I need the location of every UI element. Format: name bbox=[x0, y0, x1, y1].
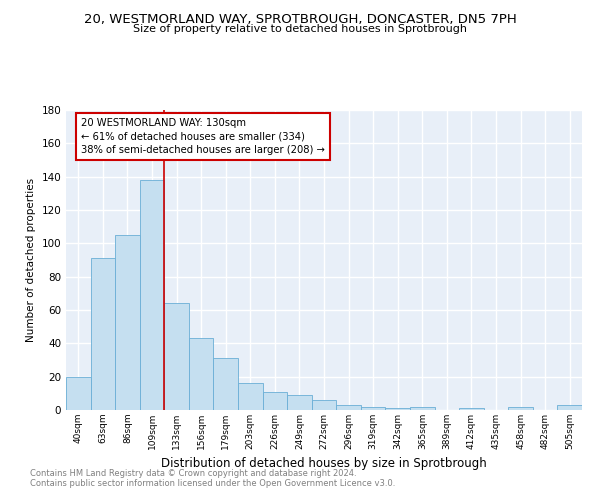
Text: Contains public sector information licensed under the Open Government Licence v3: Contains public sector information licen… bbox=[30, 478, 395, 488]
Bar bbox=[361, 406, 385, 410]
Bar bbox=[410, 406, 434, 410]
Bar bbox=[91, 258, 115, 410]
Text: 20 WESTMORLAND WAY: 130sqm
← 61% of detached houses are smaller (334)
38% of sem: 20 WESTMORLAND WAY: 130sqm ← 61% of deta… bbox=[81, 118, 325, 154]
Bar bbox=[336, 405, 361, 410]
Bar bbox=[140, 180, 164, 410]
Bar bbox=[385, 408, 410, 410]
Bar bbox=[238, 384, 263, 410]
Bar bbox=[189, 338, 214, 410]
Bar bbox=[287, 395, 312, 410]
Y-axis label: Number of detached properties: Number of detached properties bbox=[26, 178, 36, 342]
Bar bbox=[164, 304, 189, 410]
Text: Size of property relative to detached houses in Sprotbrough: Size of property relative to detached ho… bbox=[133, 24, 467, 34]
Bar bbox=[459, 408, 484, 410]
X-axis label: Distribution of detached houses by size in Sprotbrough: Distribution of detached houses by size … bbox=[161, 458, 487, 470]
Bar bbox=[115, 235, 140, 410]
Bar bbox=[66, 376, 91, 410]
Bar bbox=[263, 392, 287, 410]
Bar bbox=[214, 358, 238, 410]
Bar bbox=[508, 406, 533, 410]
Bar bbox=[557, 405, 582, 410]
Bar bbox=[312, 400, 336, 410]
Text: 20, WESTMORLAND WAY, SPROTBROUGH, DONCASTER, DN5 7PH: 20, WESTMORLAND WAY, SPROTBROUGH, DONCAS… bbox=[83, 12, 517, 26]
Text: Contains HM Land Registry data © Crown copyright and database right 2024.: Contains HM Land Registry data © Crown c… bbox=[30, 468, 356, 477]
